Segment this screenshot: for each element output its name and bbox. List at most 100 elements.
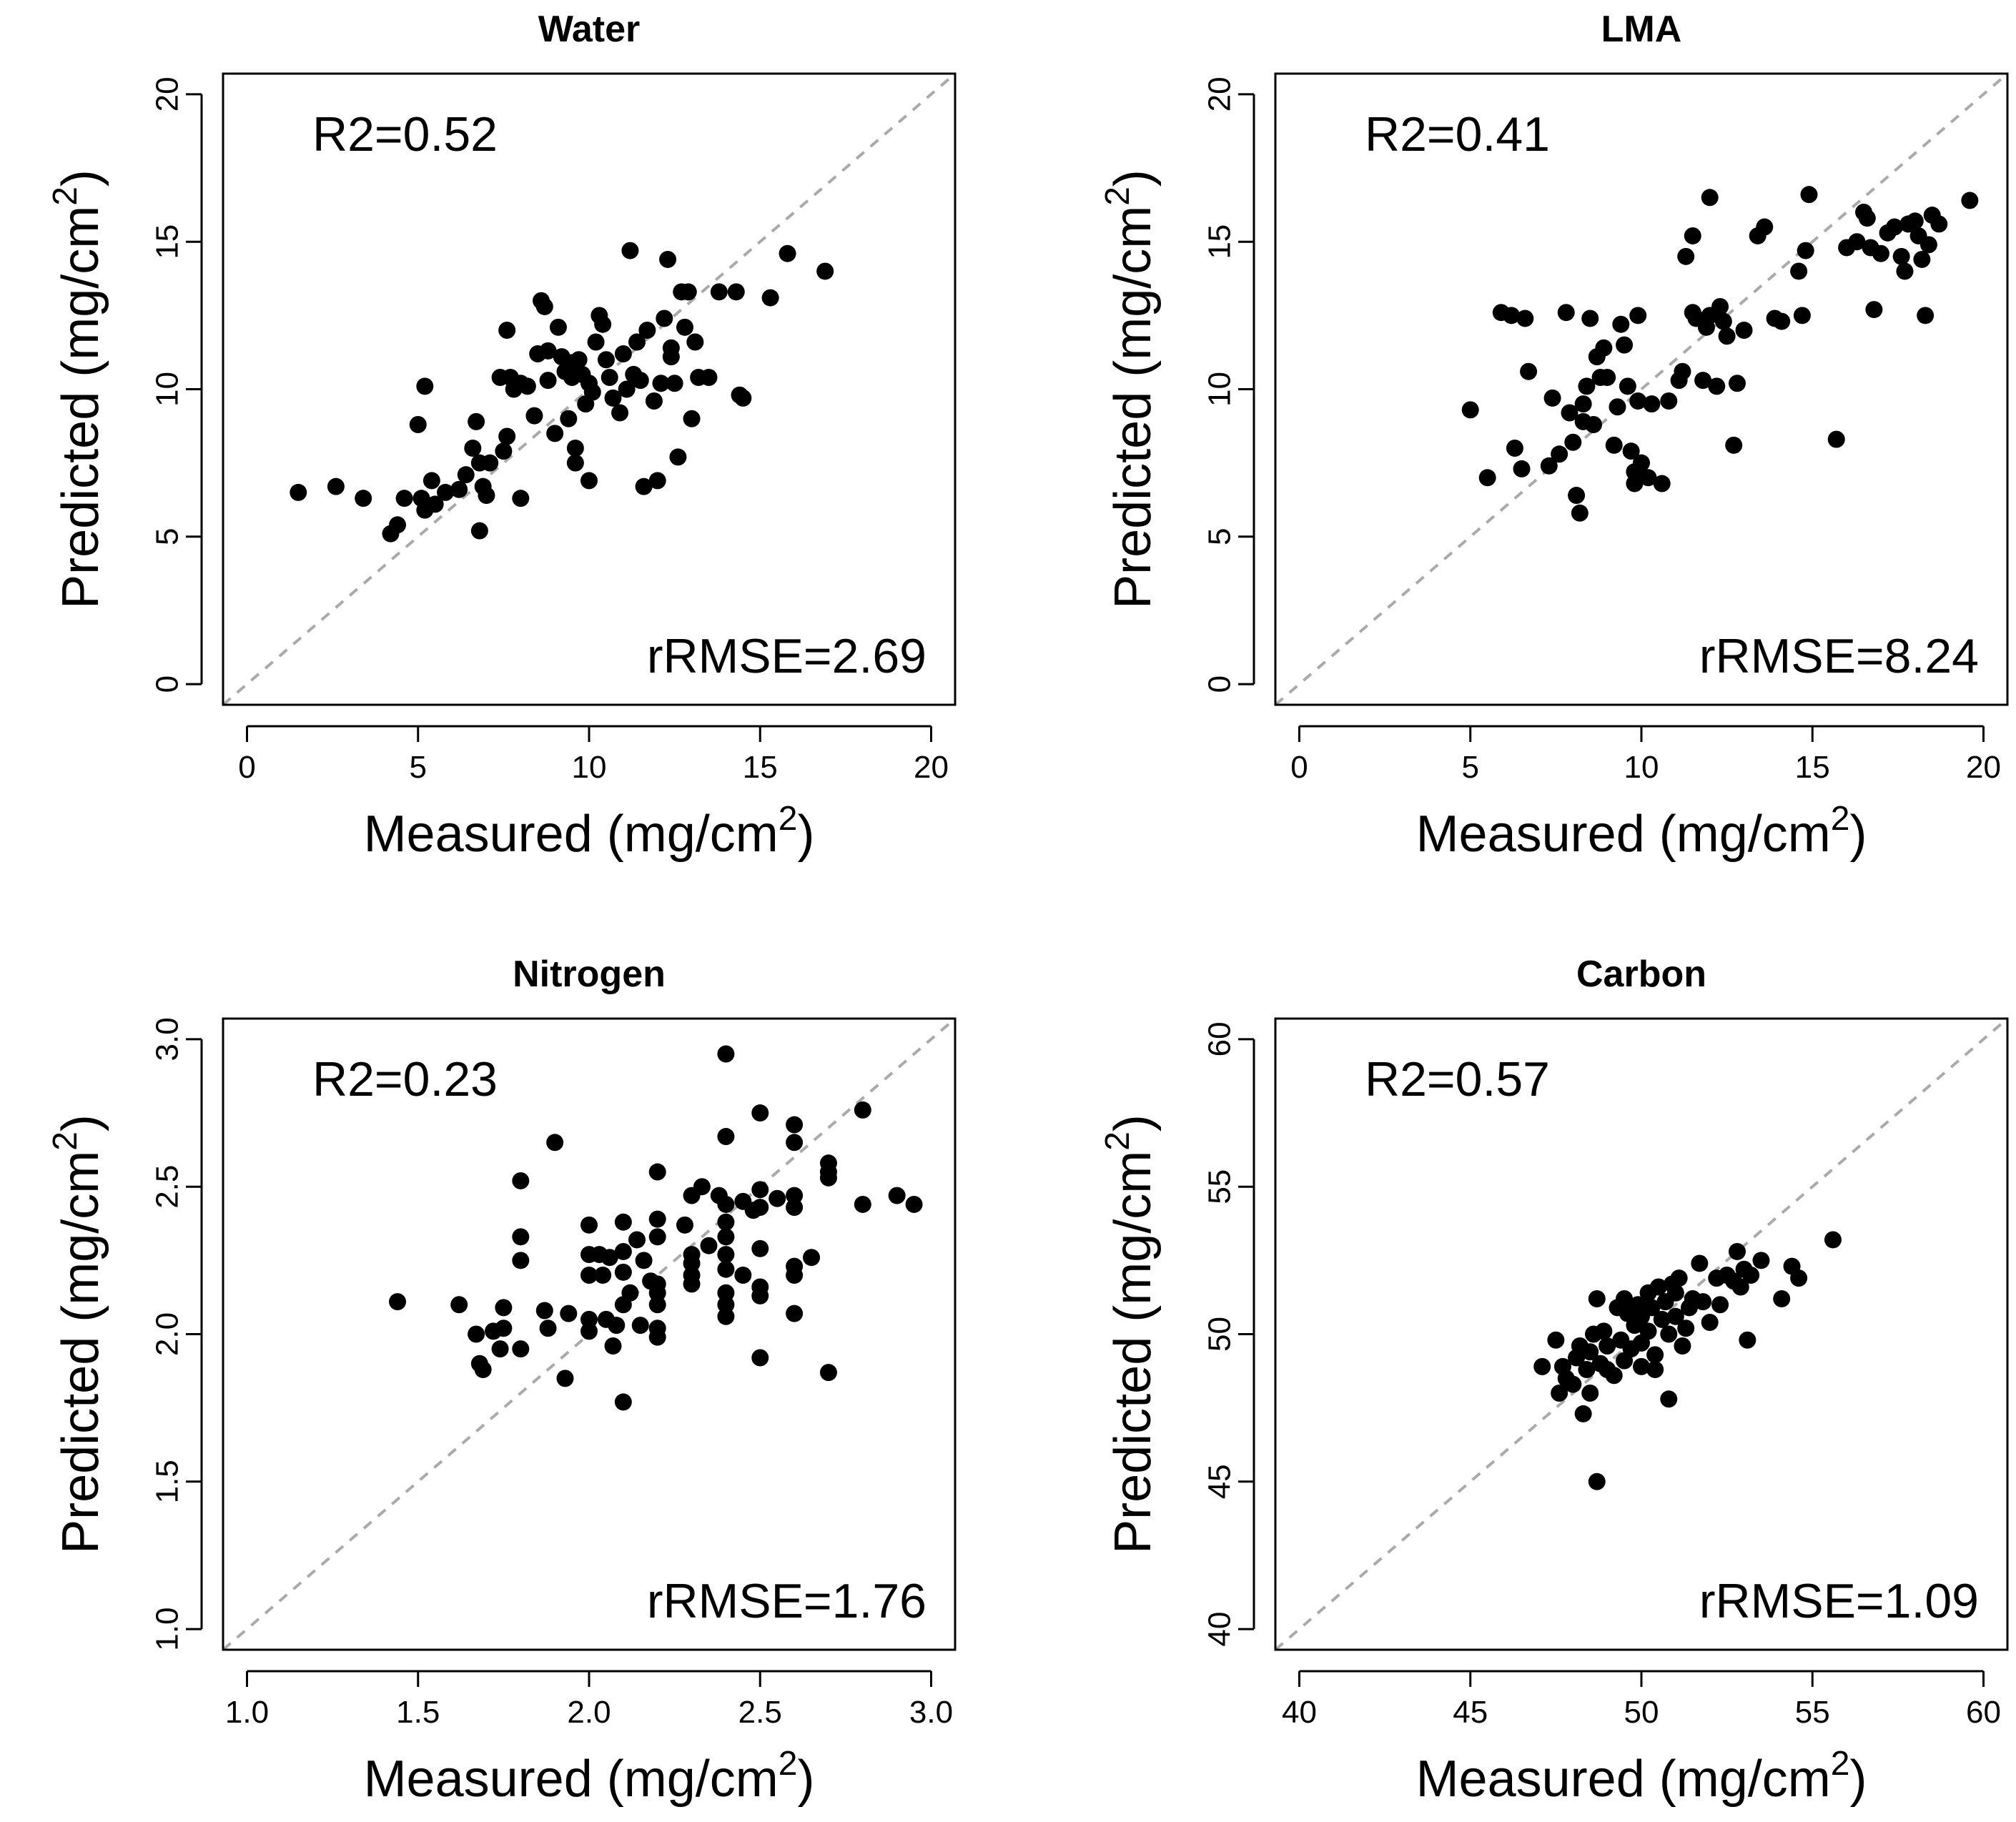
lma-point-1 xyxy=(1478,469,1496,487)
water-point-51 xyxy=(583,383,601,401)
nitrogen-point-67 xyxy=(734,1266,752,1284)
lma-one-to-one-line xyxy=(1274,72,2009,706)
nitrogen-point-74 xyxy=(751,1287,769,1304)
nitrogen-point-53 xyxy=(693,1178,711,1196)
nitrogen-panel: 1.0 1.5 2.0 2.5 3.0 1.0 1.5 2.0 2.5 3.0 Nitrogen Me… xyxy=(46,954,957,1808)
lma-point-9 xyxy=(1543,389,1561,407)
water-point-61 xyxy=(621,242,639,259)
water-point-12 xyxy=(437,483,455,501)
lma-x-tick-label-4: 20 xyxy=(1966,750,2001,785)
carbon-point-37 xyxy=(1653,1310,1671,1328)
water-point-74 xyxy=(666,375,683,392)
water-point-14 xyxy=(457,466,475,484)
lma-y-tick-label-4: 20 xyxy=(1202,76,1237,112)
carbon-point-33 xyxy=(1643,1299,1661,1317)
water-point-49 xyxy=(580,472,598,490)
nitrogen-y-tick-label-1: 1.5 xyxy=(150,1460,185,1503)
nitrogen-r2-annotation: R2=0.23 xyxy=(312,1052,498,1106)
water-point-11 xyxy=(426,495,444,513)
lma-point-80 xyxy=(1913,250,1931,268)
nitrogen-point-34 xyxy=(621,1284,639,1302)
nitrogen-point-69 xyxy=(751,1104,769,1122)
water-point-80 xyxy=(686,333,704,351)
water-plot-frame xyxy=(222,72,957,706)
lma-point-56 xyxy=(1735,321,1753,339)
water-x-tick-label-3: 15 xyxy=(743,750,778,785)
lma-point-27 xyxy=(1612,315,1630,333)
carbon-point-30 xyxy=(1633,1357,1650,1375)
nitrogen-point-30 xyxy=(614,1242,632,1260)
lma-point-32 xyxy=(1626,475,1644,492)
lma-point-78 xyxy=(1906,212,1924,230)
water-point-83 xyxy=(710,283,728,301)
lma-point-35 xyxy=(1633,454,1650,472)
water-point-60 xyxy=(618,380,636,398)
carbon-point-51 xyxy=(1701,1313,1719,1331)
lma-point-58 xyxy=(1756,218,1774,236)
lma-point-69 xyxy=(1858,209,1876,227)
nitrogen-point-28 xyxy=(608,1317,626,1335)
water-point-6 xyxy=(409,416,427,434)
water-point-66 xyxy=(638,321,656,339)
nitrogen-point-40 xyxy=(648,1210,666,1228)
lma-point-28 xyxy=(1616,336,1634,354)
carbon-point-16 xyxy=(1595,1322,1613,1340)
lma-point-10 xyxy=(1551,445,1568,463)
water-point-69 xyxy=(652,375,670,392)
water-point-52 xyxy=(587,333,605,351)
carbon-point-8 xyxy=(1574,1405,1592,1422)
water-point-13 xyxy=(450,480,468,498)
carbon-point-0 xyxy=(1533,1357,1551,1375)
lma-point-48 xyxy=(1701,189,1719,207)
nitrogen-point-88 xyxy=(819,1364,837,1382)
carbon-point-14 xyxy=(1588,1472,1606,1490)
water-point-67 xyxy=(645,392,663,410)
carbon-point-60 xyxy=(1742,1266,1760,1284)
lma-point-19 xyxy=(1581,310,1599,327)
lma-point-81 xyxy=(1917,307,1935,325)
lma-point-74 xyxy=(1886,218,1904,236)
lma-point-82 xyxy=(1919,236,1937,254)
water-rrmse-annotation: rRMSE=2.69 xyxy=(647,629,927,683)
lma-x-tick-label-1: 5 xyxy=(1462,750,1479,785)
nitrogen-point-90 xyxy=(854,1195,871,1213)
water-point-23 xyxy=(495,442,513,460)
nitrogen-point-4 xyxy=(474,1361,492,1379)
nitrogen-point-16 xyxy=(556,1370,574,1387)
water-point-15 xyxy=(464,440,482,457)
nitrogen-point-57 xyxy=(717,1128,735,1146)
water-point-59 xyxy=(614,345,632,362)
lma-point-14 xyxy=(1568,487,1586,505)
nitrogen-point-33 xyxy=(614,1393,632,1411)
lma-point-67 xyxy=(1848,233,1866,251)
nitrogen-y-tick-label-3: 2.5 xyxy=(150,1165,185,1209)
water-point-54 xyxy=(594,315,612,333)
water-point-89 xyxy=(816,262,834,280)
water-point-57 xyxy=(604,389,622,407)
nitrogen-point-56 xyxy=(717,1045,735,1063)
water-point-34 xyxy=(535,297,553,315)
carbon-x-tick-label-1: 45 xyxy=(1453,1695,1488,1730)
nitrogen-point-46 xyxy=(648,1328,666,1346)
water-x-tick-label-1: 5 xyxy=(410,750,427,785)
water-point-36 xyxy=(539,372,557,390)
nitrogen-point-63 xyxy=(717,1284,735,1302)
lma-point-84 xyxy=(1930,215,1948,233)
water-point-84 xyxy=(727,283,745,301)
nitrogen-point-24 xyxy=(594,1266,612,1284)
nitrogen-point-92 xyxy=(905,1195,923,1213)
water-y-tick-label-0: 0 xyxy=(150,675,185,693)
nitrogen-point-78 xyxy=(786,1134,804,1152)
carbon-point-40 xyxy=(1660,1390,1678,1408)
nitrogen-point-11 xyxy=(512,1228,530,1246)
nitrogen-point-54 xyxy=(700,1237,718,1254)
water-point-38 xyxy=(549,318,567,336)
lma-point-33 xyxy=(1629,307,1647,325)
nitrogen-point-2 xyxy=(468,1325,485,1343)
nitrogen-point-71 xyxy=(751,1199,769,1217)
lma-point-61 xyxy=(1790,262,1808,280)
nitrogen-point-0 xyxy=(389,1293,407,1311)
lma-y-label: Predicted (mg/cm2) xyxy=(1099,169,1162,609)
lma-point-75 xyxy=(1892,247,1910,265)
lma-point-38 xyxy=(1653,475,1671,492)
